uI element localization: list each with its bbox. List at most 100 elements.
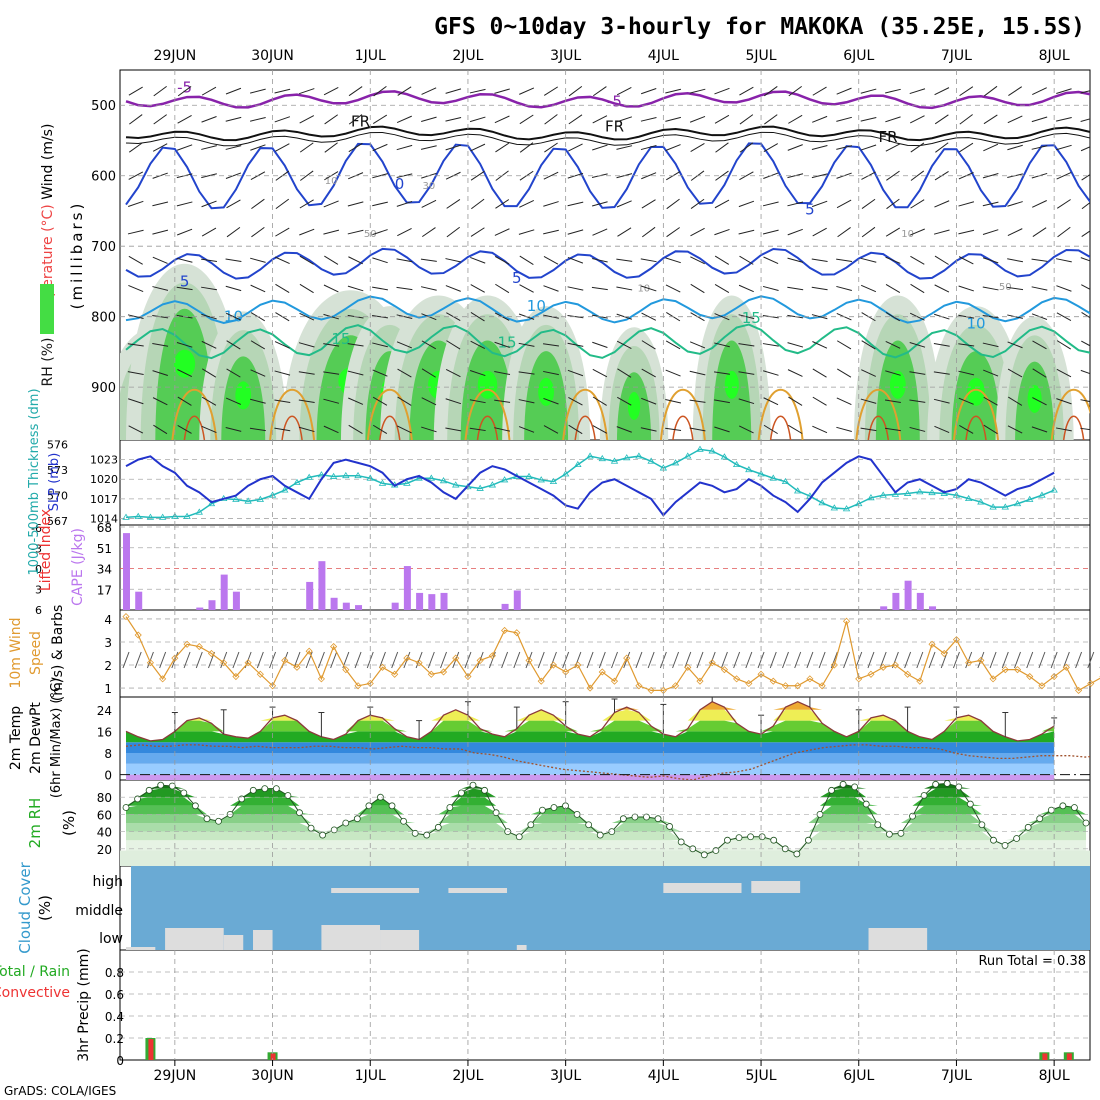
contour-label: FR (351, 112, 370, 130)
rh-tick-label: 60 (97, 808, 112, 822)
wind-barb (713, 371, 730, 375)
cape-bar (232, 591, 240, 610)
wind-label-line1: 10m Wind (8, 617, 24, 688)
upper-y-label: RH (%) Temperature (°C) Wind (m/s) (40, 124, 56, 387)
wind-barb (225, 116, 242, 122)
cape-bar (880, 606, 888, 610)
wind-barb (347, 201, 364, 207)
wind-barb-10m (1087, 651, 1095, 669)
wind-barb (348, 114, 363, 125)
wind-barb (568, 114, 583, 125)
wind-speed-marker (635, 682, 643, 690)
wind-barb (764, 114, 778, 125)
wind-barb (568, 143, 583, 152)
thickness-marker (842, 505, 851, 512)
wind-barb (153, 86, 167, 97)
wind-barb (567, 229, 584, 235)
wind-barb (397, 228, 412, 237)
rh-marker (1013, 835, 1021, 842)
temp-tick-label: 0 (104, 769, 112, 783)
wind-barb (1081, 202, 1090, 210)
wind-speed-marker (305, 647, 313, 655)
wind-barb (445, 427, 462, 432)
wind-barb (935, 142, 949, 153)
wind-barb (201, 200, 217, 208)
wind-barb (1032, 87, 1047, 96)
wind-barb (910, 255, 925, 265)
wind-barb (665, 144, 681, 151)
top-date-labels: 29JUN 30JUN 1JUL 2JUL 3JUL 4JUL 5JUL 6JUL 7JUL 8J… (154, 48, 1070, 64)
rh-marker (134, 795, 141, 803)
wind-barb (251, 226, 265, 238)
rh-marker (978, 821, 986, 829)
slp-line (125, 455, 1055, 517)
wind-barb (469, 88, 486, 94)
contour-10 (125, 295, 1090, 324)
cloud-low-block (321, 925, 381, 950)
wind-barb (934, 87, 950, 96)
wind-barb (714, 283, 730, 293)
wind-barb (152, 342, 169, 347)
contour-freezing-outline (125, 131, 1090, 147)
rh-marker (261, 785, 269, 792)
wind-speed-marker (159, 675, 167, 683)
wind-barb (1056, 171, 1072, 180)
rh-marker (400, 817, 407, 825)
wind-speed-marker (867, 670, 875, 678)
wind-barb (519, 142, 534, 153)
wind-barb (592, 341, 608, 348)
thickness-marker (781, 477, 790, 485)
wind-barb-10m (647, 651, 655, 669)
cape-panel-frame (119, 524, 1091, 611)
wind-speed-marker (1075, 686, 1083, 694)
wind-barb (909, 115, 925, 124)
thickness-marker (1050, 486, 1058, 493)
contour-20 (562, 389, 609, 440)
wind-barb (933, 371, 950, 375)
wind-barb-10m (1062, 651, 1070, 669)
wind-barb (176, 228, 193, 236)
wind-barb (763, 256, 779, 265)
contour-label: 30 (423, 181, 436, 192)
wind-barb (348, 397, 364, 405)
wind-barb (128, 86, 143, 96)
wind-speed-marker (928, 640, 936, 648)
contour-25 (476, 415, 499, 440)
top-date-label: 1JUL (355, 48, 386, 64)
wind-barb (201, 116, 217, 123)
rh-band (126, 823, 1086, 832)
wind-barb (567, 201, 584, 207)
temp-tick-label: 8 (104, 747, 112, 761)
wind-barb (298, 399, 315, 403)
wind-barb (836, 368, 852, 378)
cape-bar (220, 574, 228, 610)
wind-barb (250, 116, 266, 122)
wind-barb (811, 258, 828, 263)
wind-barb (347, 229, 364, 235)
thickness-marker (293, 478, 301, 485)
wind-barb (886, 198, 900, 210)
wind-barb (714, 87, 730, 95)
wind-barb (689, 341, 706, 349)
rh-marker (550, 804, 558, 811)
wind-speed-marker (525, 656, 533, 664)
wind-barb (592, 368, 608, 378)
wind-barb (518, 399, 535, 404)
cape-bar (501, 603, 509, 610)
wind-barb (811, 314, 828, 320)
thickness-marker (598, 454, 606, 462)
wind-barb (396, 200, 413, 207)
wind-barb (836, 258, 853, 262)
wind-barb (128, 142, 143, 153)
wind-barb (836, 285, 852, 292)
wind-barb (568, 396, 583, 406)
wind-barb (592, 396, 607, 406)
thickness-marker (928, 488, 936, 496)
cape-bar (196, 607, 204, 610)
wind-barb (787, 369, 803, 377)
wind-barb (909, 426, 926, 432)
rh-tick-label: 40 (97, 826, 112, 840)
wind-barb (812, 425, 828, 434)
wind-barb (152, 229, 169, 235)
wind-barb (469, 427, 486, 432)
